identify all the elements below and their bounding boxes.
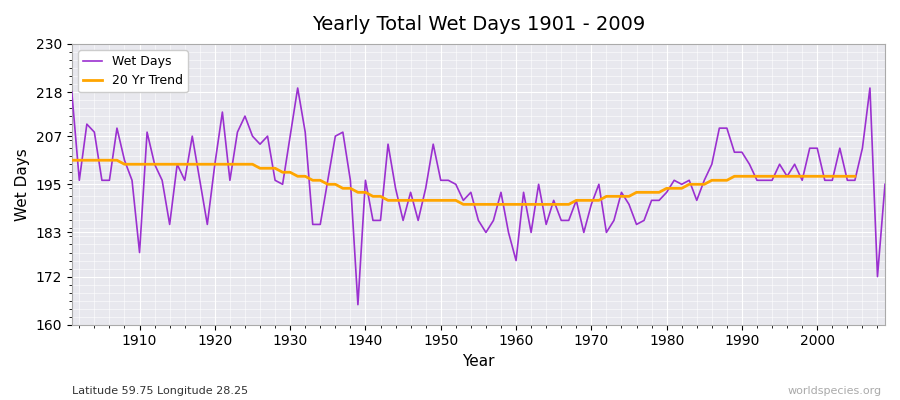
20 Yr Trend	[842, 174, 853, 179]
Wet Days	[518, 190, 529, 195]
Line: Wet Days: Wet Days	[72, 88, 885, 305]
20 Yr Trend	[74, 158, 85, 163]
Wet Days	[616, 190, 627, 195]
20 Yr Trend	[458, 202, 469, 207]
X-axis label: Year: Year	[462, 354, 495, 369]
Wet Days	[127, 178, 138, 183]
Wet Days	[345, 178, 356, 183]
20 Yr Trend	[405, 198, 416, 203]
20 Yr Trend	[850, 174, 860, 179]
Title: Yearly Total Wet Days 1901 - 2009: Yearly Total Wet Days 1901 - 2009	[311, 15, 645, 34]
Text: worldspecies.org: worldspecies.org	[788, 386, 882, 396]
20 Yr Trend	[67, 158, 77, 163]
20 Yr Trend	[646, 190, 657, 195]
Wet Days	[353, 302, 364, 307]
Wet Days	[67, 90, 77, 94]
Line: 20 Yr Trend: 20 Yr Trend	[72, 160, 855, 204]
20 Yr Trend	[172, 162, 183, 167]
Wet Days	[300, 130, 310, 134]
20 Yr Trend	[639, 190, 650, 195]
Text: Latitude 59.75 Longitude 28.25: Latitude 59.75 Longitude 28.25	[72, 386, 248, 396]
Wet Days	[292, 86, 303, 90]
Wet Days	[879, 182, 890, 187]
Legend: Wet Days, 20 Yr Trend: Wet Days, 20 Yr Trend	[78, 50, 188, 92]
Wet Days	[526, 230, 536, 235]
Y-axis label: Wet Days: Wet Days	[15, 148, 30, 221]
